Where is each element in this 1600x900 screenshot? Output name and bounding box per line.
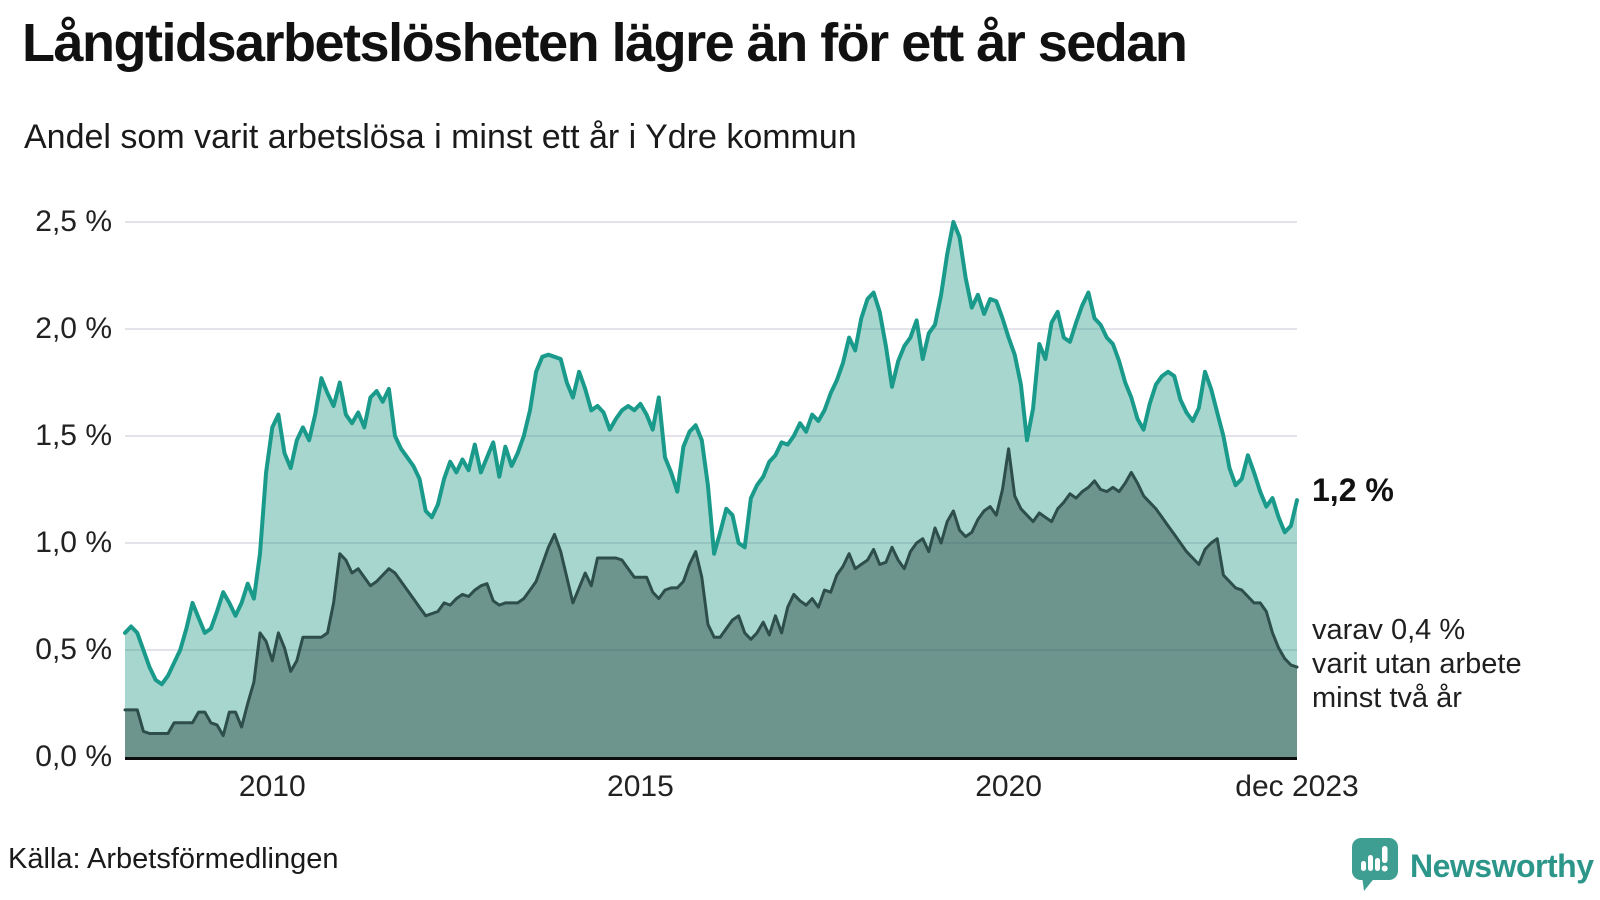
annotation-two-years-line2: varit utan arbete bbox=[1312, 648, 1522, 681]
area-fills bbox=[125, 222, 1297, 757]
x-tick-label: 2010 bbox=[238, 770, 306, 803]
newsworthy-logo-icon bbox=[1352, 838, 1398, 891]
minst-ett-ar-line bbox=[123, 220, 1299, 687]
y-tick-label: 2,0 % bbox=[35, 312, 112, 345]
source-label: Källa: Arbetsförmedlingen bbox=[8, 843, 339, 875]
newsworthy-branding: Newsworthy bbox=[1352, 838, 1594, 894]
y-tick-label: 1,0 % bbox=[35, 526, 112, 559]
x-tick-label: 2020 bbox=[975, 770, 1042, 803]
y-tick-label: 1,5 % bbox=[35, 419, 112, 452]
series-lines bbox=[123, 220, 1299, 738]
y-tick-label: 0,5 % bbox=[35, 633, 112, 666]
minst-tva-ar-line bbox=[123, 447, 1299, 738]
x-tick-label: 2015 bbox=[607, 770, 674, 803]
minst-tva-ar-area bbox=[125, 448, 1297, 757]
newsworthy-wordmark: Newsworthy bbox=[1410, 847, 1594, 884]
annotation-two-years: varav 0,4 % varit utan arbete minst två … bbox=[1312, 613, 1522, 715]
chart-subtitle: Andel som varit arbetslösa i minst ett å… bbox=[24, 118, 857, 156]
annotation-latest-value: 1,2 % bbox=[1312, 472, 1394, 509]
minst-ett-ar-area bbox=[125, 222, 1297, 757]
y-tick-label: 0,0 % bbox=[35, 740, 112, 773]
chart-title: Långtidsarbetslösheten lägre än för ett … bbox=[22, 13, 1188, 73]
y-tick-label: 2,5 % bbox=[35, 205, 112, 238]
annotation-two-years-line1: varav 0,4 % bbox=[1312, 614, 1466, 647]
annotation-two-years-line3: minst två år bbox=[1312, 682, 1462, 715]
x-tick-label: dec 2023 bbox=[1235, 770, 1359, 803]
